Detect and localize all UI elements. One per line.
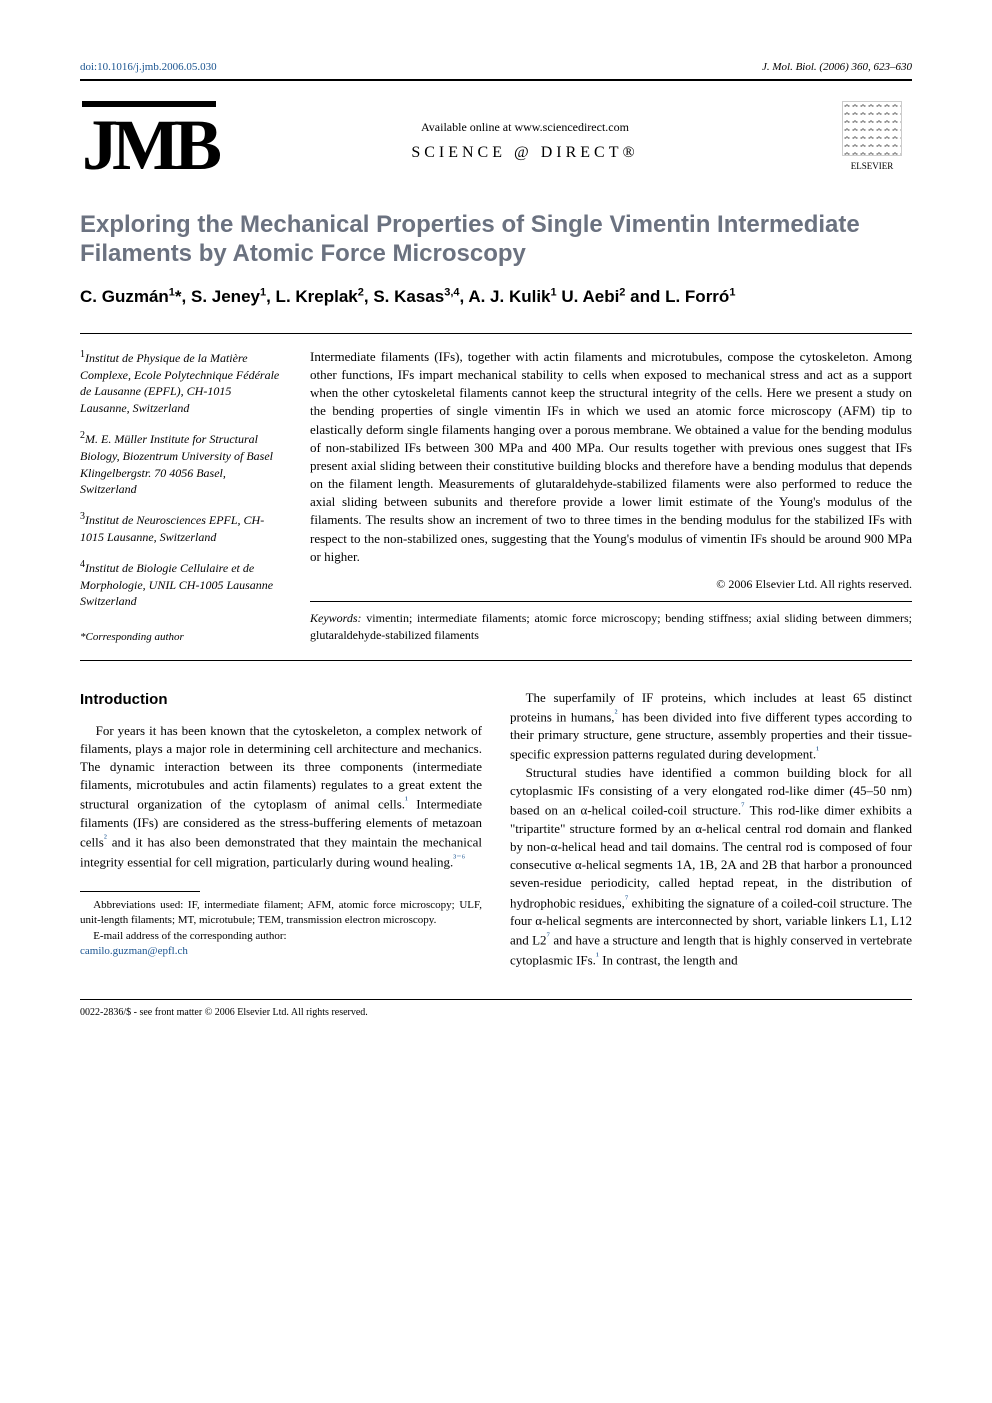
affiliation-1: 1Institut de Physique de la Matière Comp… [80,348,280,417]
elsevier-tree-icon [842,101,902,156]
affiliation-text: Institut de Neurosciences EPFL, CH-1015 … [80,513,264,544]
article-title: Exploring the Mechanical Properties of S… [80,211,912,269]
abstract-column: Intermediate filaments (IFs), together w… [310,348,912,646]
body-paragraph: For years it has been known that the cyt… [80,722,482,871]
right-column: The superfamily of IF proteins, which in… [510,689,912,970]
affiliation-text: M. E. Müller Institute for Structural Bi… [80,432,273,496]
affiliation-text: Institut de Biologie Cellulaire et de Mo… [80,561,273,609]
sciencedirect-block: Available online at www.sciencedirect.co… [248,119,802,164]
affiliation-text: Institut de Physique de la Matière Compl… [80,351,279,415]
sciencedirect-available: Available online at www.sciencedirect.co… [248,119,802,136]
body-two-column: Introduction For years it has been known… [80,689,912,970]
doi-link[interactable]: doi:10.1016/j.jmb.2006.05.030 [80,60,217,75]
journal-reference: J. Mol. Biol. (2006) 360, 623–630 [762,60,912,75]
abbreviations-footnote: Abbreviations used: IF, intermediate fil… [80,898,482,929]
left-column: Introduction For years it has been known… [80,689,482,970]
elsevier-logo: ELSEVIER [832,101,912,181]
footer-copyright: 0022-2836/$ - see front matter © 2006 El… [80,999,912,1020]
corresponding-author-note: *Corresponding author [80,630,280,645]
logo-row: JMB Available online at www.sciencedirec… [80,101,912,181]
email-footnote: E-mail address of the corresponding auth… [80,929,482,960]
body-paragraph: Structural studies have identified a com… [510,764,912,969]
keywords-label: Keywords: [310,611,362,625]
affiliation-3: 3Institut de Neurosciences EPFL, CH-1015… [80,510,280,546]
affiliation-abstract-block: 1Institut de Physique de la Matière Comp… [80,333,912,661]
sciencedirect-logo: SCIENCE @ DIRECT® [248,142,802,164]
keywords-text: vimentin; intermediate filaments; atomic… [310,611,912,642]
affiliation-2: 2M. E. Müller Institute for Structural B… [80,429,280,498]
copyright-line: © 2006 Elsevier Ltd. All rights reserved… [310,576,912,593]
body-paragraph: The superfamily of IF proteins, which in… [510,689,912,764]
header-bar: doi:10.1016/j.jmb.2006.05.030 J. Mol. Bi… [80,60,912,81]
email-label: E-mail address of the corresponding auth… [93,930,286,942]
affiliations-column: 1Institut de Physique de la Matière Comp… [80,348,280,646]
keywords-block: Keywords: vimentin; intermediate filamen… [310,601,912,644]
jmb-logo: JMB [80,101,218,181]
elsevier-label: ELSEVIER [832,160,912,173]
author-list: C. Guzmán1*, S. Jeney1, L. Kreplak2, S. … [80,285,912,309]
introduction-heading: Introduction [80,689,482,710]
footnote-separator [80,891,200,892]
abstract-text: Intermediate filaments (IFs), together w… [310,348,912,566]
email-link[interactable]: camilo.guzman@epfl.ch [80,945,188,957]
affiliation-4: 4Institut de Biologie Cellulaire et de M… [80,558,280,610]
